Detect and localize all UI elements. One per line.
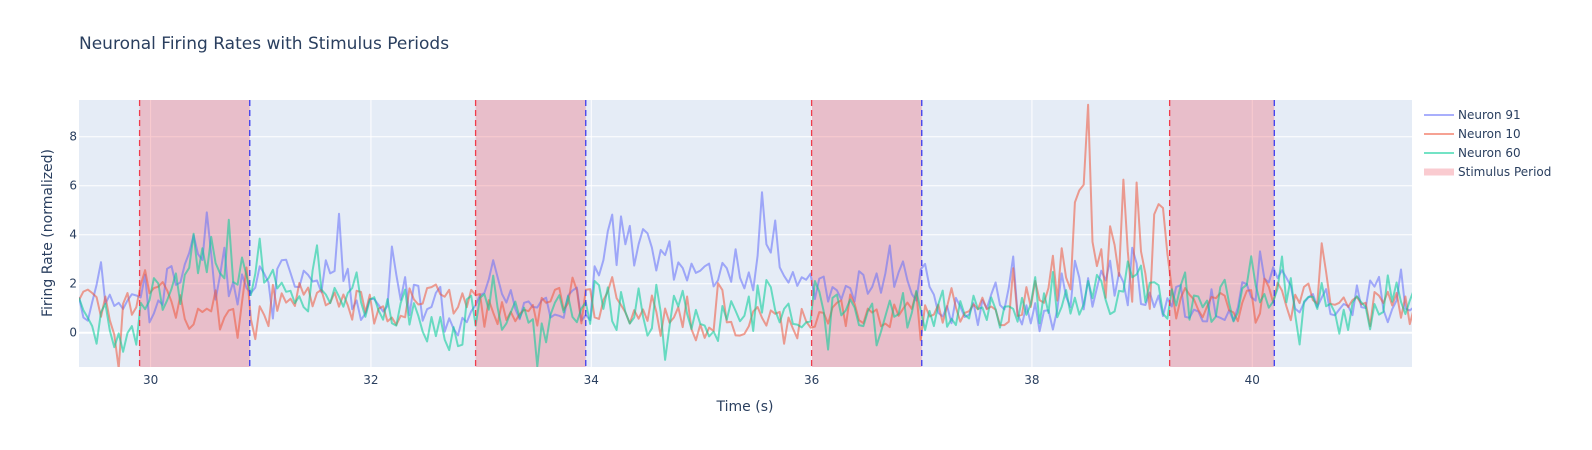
x-tick-label: 36 [804, 373, 819, 387]
stimulus-period-band [811, 100, 922, 367]
series-lines [79, 103, 1412, 367]
x-tick-label: 38 [1024, 373, 1039, 387]
series-line-neuron-10 [79, 103, 1412, 367]
y-tick-labels: 0 2 4 6 8 [69, 130, 77, 340]
y-tick-label: 4 [69, 228, 77, 242]
y-tick-label: 8 [69, 130, 77, 144]
y-axis-title: Firing Rate (normalized) [40, 149, 56, 317]
y-tick-label: 2 [69, 277, 77, 291]
stimulus-periods [139, 100, 1275, 367]
legend[interactable]: Neuron 91 Neuron 10 Neuron 60 Stimulus Peri… [1424, 108, 1551, 179]
stimulus-markers [138, 100, 1275, 367]
y-tick-label: 6 [69, 179, 77, 193]
x-axis-title: Time (s) [716, 399, 774, 415]
chart-title: Neuronal Firing Rates with Stimulus Peri… [79, 34, 449, 54]
stimulus-period-band [475, 100, 586, 367]
stimulus-period-band [1169, 100, 1275, 367]
legend-label: Stimulus Period [1458, 165, 1551, 179]
x-tick-label: 34 [584, 373, 599, 387]
stimulus-period-band [139, 100, 250, 367]
x-tick-label: 32 [363, 373, 378, 387]
x-tick-labels: 30 32 34 36 38 40 [143, 373, 1260, 387]
series-line-neuron-60 [79, 218, 1412, 367]
plot-area [79, 100, 1412, 367]
x-tick-label: 30 [143, 373, 158, 387]
legend-label: Neuron 10 [1458, 127, 1521, 141]
legend-label: Neuron 60 [1458, 146, 1521, 160]
legend-label: Neuron 91 [1458, 108, 1521, 122]
y-tick-label: 0 [69, 326, 77, 340]
x-tick-label: 40 [1245, 373, 1260, 387]
